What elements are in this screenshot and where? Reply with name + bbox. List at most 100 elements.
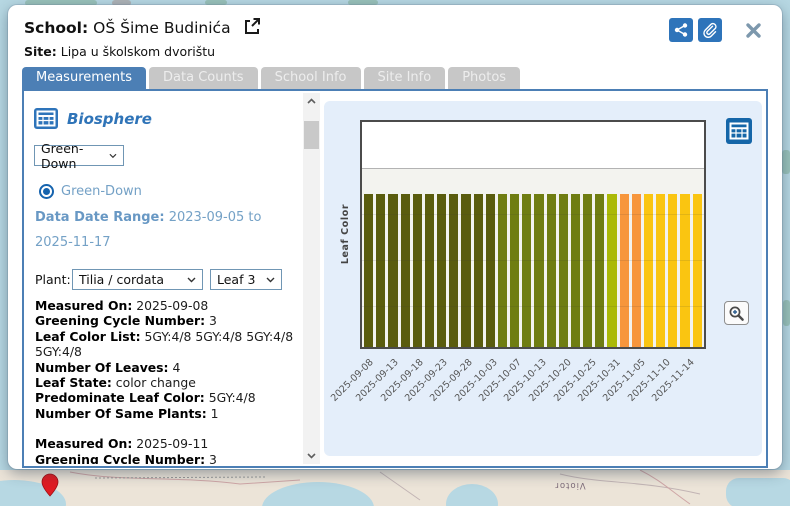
leaf-color-bar[interactable]	[473, 194, 483, 347]
plant-select[interactable]: Tilia / cordata	[72, 269, 203, 290]
measurement-list: Measured On: 2025-09-08 Greening Cycle Nu…	[35, 298, 297, 464]
measurements-tab-panel: Biosphere Green-Down Green-Down Data Dat…	[22, 89, 768, 468]
y-axis-label: Leaf Color	[340, 203, 351, 265]
radio-button[interactable]	[39, 184, 54, 199]
link-button[interactable]	[698, 18, 722, 42]
share-export-icon[interactable]	[242, 17, 261, 36]
measurement-field: Predominate Leaf Color: 5GY:4/8	[35, 390, 256, 406]
data-table-icon	[729, 122, 749, 140]
tab-measurements[interactable]: Measurements	[22, 67, 147, 89]
site-name: Lipa u školskom dvorištu	[60, 44, 216, 59]
site-title: Site: Lipa u školskom dvorištu	[24, 44, 215, 59]
map-island	[783, 300, 790, 326]
map-island	[205, 0, 227, 5]
leaf-color-bar[interactable]	[643, 194, 654, 347]
tab-bar: Measurements Data Counts School Info Site I…	[22, 67, 521, 89]
leaf-color-bar[interactable]	[534, 194, 544, 347]
leaf-color-chart	[360, 120, 706, 349]
map-marker-icon[interactable]	[41, 473, 59, 497]
chevron-down-icon	[109, 153, 117, 158]
map-place-label: Viotor	[554, 480, 586, 490]
leaf-color-bar[interactable]	[522, 194, 532, 347]
map-background	[0, 470, 790, 506]
biosphere-section-header: Biosphere	[34, 108, 152, 129]
leaf-color-bar[interactable]	[510, 194, 520, 347]
leaf-color-bar[interactable]	[497, 194, 508, 347]
map-island	[348, 0, 378, 5]
scrollbar-thumb[interactable]	[304, 121, 319, 149]
protocol-select-value: Green-Down	[41, 140, 84, 171]
zoom-in-icon	[729, 306, 744, 321]
leaf-color-bar[interactable]	[449, 194, 459, 347]
map-island	[25, 0, 97, 6]
map-building	[112, 0, 131, 6]
leaf-color-bar[interactable]	[631, 194, 641, 347]
leaf-color-bar[interactable]	[485, 194, 495, 347]
leaf-color-bar[interactable]	[437, 194, 447, 347]
show-data-table-button[interactable]	[726, 118, 752, 144]
leaf-color-bar[interactable]	[461, 194, 471, 347]
share-icon	[674, 23, 688, 37]
share-button[interactable]	[669, 18, 693, 42]
school-dialog: School: OŠ Šime Budinića Site: Lipa u šk…	[8, 5, 782, 469]
measurement-entry: Measured On: 2025-09-08 Greening Cycle Nu…	[35, 298, 297, 421]
chevron-down-icon	[266, 277, 275, 282]
leaf-color-bar[interactable]	[692, 194, 702, 347]
close-icon	[745, 22, 761, 38]
measurement-field: Greening Cycle Number: 3	[35, 313, 217, 329]
leaf-color-bar[interactable]	[400, 194, 410, 347]
school-label: School:	[24, 19, 89, 37]
data-date-range: Data Date Range: 2023-09-05 to 2025-11-1…	[35, 205, 275, 255]
leaf-color-bar[interactable]	[376, 194, 386, 347]
measurement-field: Measured On: 2025-09-11	[35, 436, 209, 452]
leaf-select-value: Leaf 3	[217, 272, 256, 287]
leaf-color-bar[interactable]	[424, 194, 435, 347]
tab-site-info[interactable]: Site Info	[363, 67, 446, 89]
radio-label: Green-Down	[61, 184, 142, 199]
measurement-field: Leaf Color List: 5GY:4/8 5GY:4/8 5GY:4/8…	[35, 328, 294, 360]
chart-zoom-button[interactable]	[724, 301, 749, 325]
leaf-color-bar[interactable]	[680, 194, 690, 347]
leaf-color-bar[interactable]	[583, 194, 593, 347]
bar-series	[362, 194, 704, 347]
measurement-entry: Measured On: 2025-09-11 Greening Cycle Nu…	[35, 436, 297, 464]
leaf-color-bar[interactable]	[412, 194, 422, 347]
close-button[interactable]	[741, 18, 765, 42]
tab-school-info[interactable]: School Info	[260, 67, 361, 89]
chart-panel: Leaf Color 2025-09-08 2025-09-13 2025-09-1…	[324, 101, 762, 456]
tab-data-counts[interactable]: Data Counts	[149, 67, 258, 89]
measurement-field: Number Of Same Plants: 1	[35, 405, 219, 421]
protocol-select[interactable]: Green-Down	[34, 141, 124, 171]
measurement-field: Greening Cycle Number: 3	[35, 451, 217, 464]
data-table-icon	[34, 108, 58, 129]
plant-label: Plant:	[35, 272, 71, 287]
x-axis-ticks: 2025-09-08 2025-09-13 2025-09-18 2025-09-23…	[329, 355, 708, 450]
leaf-color-bar[interactable]	[364, 194, 374, 347]
protocol-radio-row: Green-Down	[39, 184, 142, 199]
leaf-color-bar[interactable]	[619, 194, 629, 347]
leaf-color-bar[interactable]	[595, 194, 605, 347]
leaf-color-bar[interactable]	[570, 194, 581, 347]
site-label: Site:	[24, 44, 57, 59]
chevron-down-icon	[187, 277, 196, 282]
leaf-color-bar[interactable]	[607, 194, 617, 347]
leaf-color-bar[interactable]	[558, 194, 568, 347]
leaf-color-bar[interactable]	[668, 194, 678, 347]
school-title: School: OŠ Šime Budinića	[24, 17, 261, 37]
tab-photos[interactable]: Photos	[448, 67, 521, 89]
leaf-color-bar[interactable]	[546, 194, 556, 347]
measurement-field: Number Of Leaves: 4	[35, 359, 181, 375]
map-island	[782, 150, 790, 174]
leaf-select[interactable]: Leaf 3	[210, 269, 282, 290]
measurements-content: Biosphere Green-Down Green-Down Data Dat…	[26, 93, 302, 464]
scroll-down-icon[interactable]	[303, 448, 320, 464]
scrollbar[interactable]	[303, 93, 320, 464]
date-range-value: 2023-09-05 to 2025-11-17	[35, 210, 262, 250]
leaf-color-bar[interactable]	[656, 194, 666, 347]
leaf-color-bar[interactable]	[388, 194, 398, 347]
measurement-field: Leaf State: color change	[35, 375, 196, 391]
plant-select-value: Tilia / cordata	[79, 272, 165, 287]
measurement-field: Measured On: 2025-09-08	[35, 298, 209, 313]
scroll-up-icon[interactable]	[303, 93, 320, 109]
